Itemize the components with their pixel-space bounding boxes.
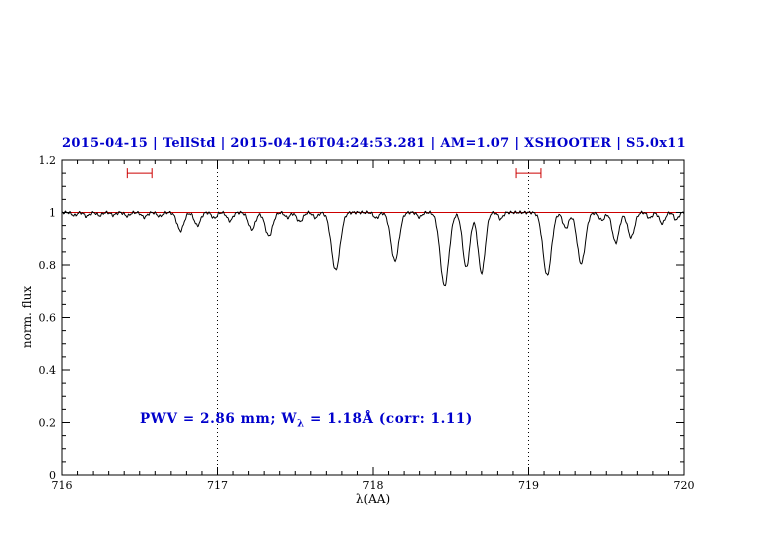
pwv-annotation: PWV = 2.86 mm; Wλ = 1.18Å (corr: 1.11) — [140, 411, 473, 430]
y-tick-label: 1 — [49, 207, 56, 220]
x-tick-label: 717 — [207, 479, 228, 492]
x-tick-label: 720 — [674, 479, 695, 492]
spectrum-line — [61, 210, 685, 287]
y-tick-label: 0.8 — [39, 259, 57, 272]
annotation-suffix: = 1.18Å (corr: 1.11) — [304, 411, 473, 427]
y-tick-label: 1.2 — [39, 154, 57, 167]
x-tick-label: 719 — [518, 479, 539, 492]
y-tick-label: 0.4 — [39, 364, 57, 377]
x-tick-label: 718 — [363, 479, 384, 492]
y-tick-label: 0 — [49, 469, 56, 482]
y-tick-label: 0.2 — [39, 417, 57, 430]
x-tick-label: 716 — [52, 479, 73, 492]
x-axis-label: λ(AA) — [355, 492, 391, 506]
annotation-subscript: λ — [297, 418, 305, 430]
y-axis-label: norm. flux — [20, 285, 34, 349]
annotation-prefix: PWV = 2.86 mm; W — [140, 411, 298, 427]
plot-title: 2015-04-15 | TellStd | 2015-04-16T04:24:… — [62, 136, 686, 151]
y-tick-label: 0.6 — [39, 312, 57, 325]
